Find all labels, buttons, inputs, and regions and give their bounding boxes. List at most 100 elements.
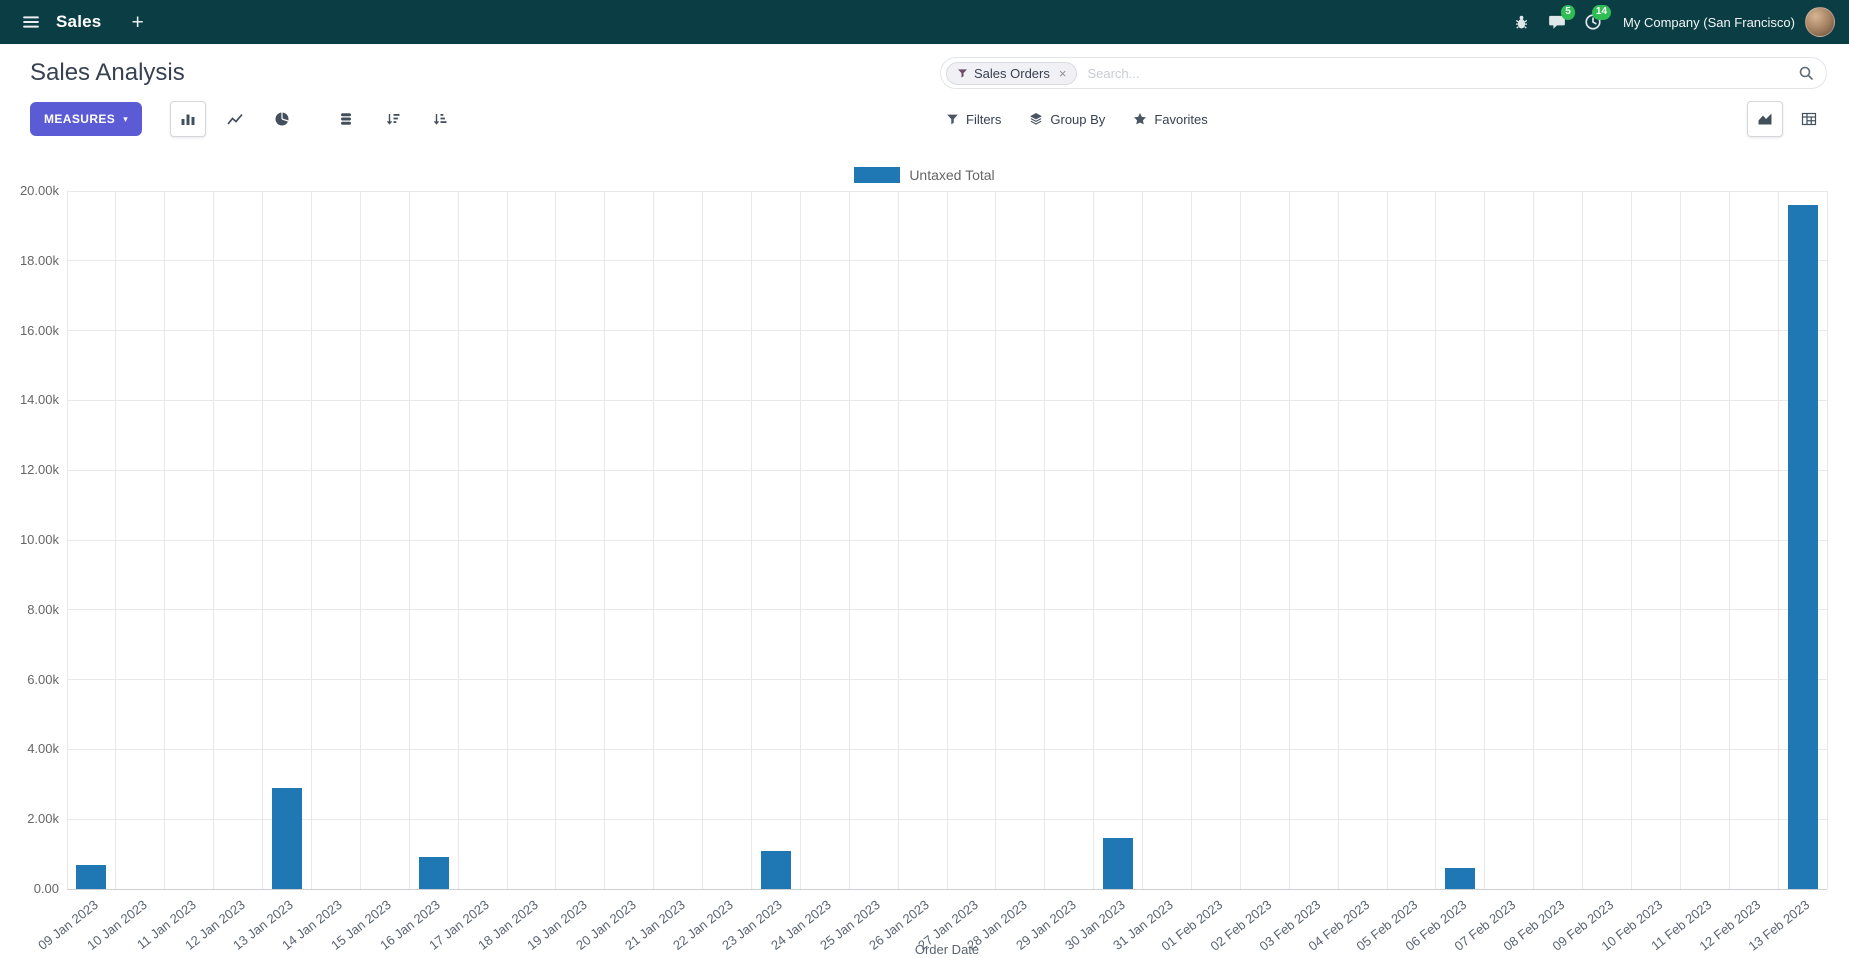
y-axis-label: 4.00k <box>27 741 59 757</box>
gridline-vertical <box>995 191 997 889</box>
bar-untaxed-total[interactable] <box>76 864 107 889</box>
page-title: Sales Analysis <box>30 59 185 86</box>
gridline-vertical <box>1288 191 1290 889</box>
bar-untaxed-total[interactable] <box>1787 204 1818 889</box>
search-bar[interactable]: Sales Orders × <box>940 57 1827 89</box>
bar-untaxed-total[interactable] <box>1103 838 1134 889</box>
legend-label: Untaxed Total <box>909 167 995 183</box>
chart-region: Untaxed Total 0.00 2.00k 4.00k 6.00k 8.00k 10… <box>0 142 1849 958</box>
gridline-vertical <box>1826 191 1828 889</box>
gridline-vertical <box>310 191 312 889</box>
bar-untaxed-total[interactable] <box>1445 867 1476 889</box>
y-axis-label: 16.00k <box>19 322 59 338</box>
pie-chart-button[interactable] <box>264 101 300 137</box>
gridline-vertical <box>1728 191 1730 889</box>
pie-chart-icon <box>274 111 290 127</box>
gridline-vertical <box>164 191 166 889</box>
y-axis-label: 12.00k <box>19 462 59 478</box>
bar-chart-button[interactable] <box>170 101 207 137</box>
area-chart-icon <box>1757 111 1773 127</box>
gridline-vertical <box>1435 191 1437 889</box>
gridline-vertical <box>555 191 557 889</box>
y-axis-label: 20.00k <box>19 183 59 198</box>
y-axis-label: 10.00k <box>19 532 59 547</box>
gridline-vertical <box>1582 191 1584 889</box>
bar-untaxed-total[interactable] <box>760 850 791 889</box>
group-by-label: Group By <box>1050 111 1106 127</box>
pivot-view-button[interactable] <box>1791 101 1827 137</box>
apps-menu-button[interactable] <box>14 0 48 44</box>
gridline-vertical <box>653 191 655 889</box>
filters-label: Filters <box>966 111 1002 127</box>
search-input[interactable] <box>1077 65 1798 81</box>
y-axis-label: 6.00k <box>27 671 59 687</box>
gridline-vertical <box>1679 191 1681 889</box>
bug-icon <box>1513 14 1530 31</box>
gridline-horizontal <box>67 888 1827 890</box>
gridline-vertical <box>457 191 459 889</box>
new-window-button[interactable]: + <box>123 0 151 44</box>
caret-down-icon: ▾ <box>123 113 129 124</box>
gridline-vertical <box>1386 191 1388 889</box>
y-axis-label: 8.00k <box>27 601 59 617</box>
gridline-vertical <box>1484 191 1486 889</box>
line-chart-button[interactable] <box>217 101 253 137</box>
gridline-vertical <box>1630 191 1632 889</box>
user-avatar[interactable] <box>1805 7 1835 37</box>
search-facet-sales-orders[interactable]: Sales Orders × <box>946 61 1078 85</box>
sort-ascending-button[interactable] <box>422 101 458 137</box>
filters-dropdown[interactable]: Filters <box>946 112 1001 127</box>
bar-untaxed-total[interactable] <box>272 787 302 889</box>
company-switcher[interactable]: My Company (San Francisco) <box>1623 14 1795 30</box>
gridline-vertical <box>506 191 508 889</box>
group-by-dropdown[interactable]: Group By <box>1029 112 1105 127</box>
chart-type-switcher <box>170 101 458 137</box>
gridline-vertical <box>1777 191 1779 889</box>
activities-button[interactable]: 14 <box>1575 0 1612 44</box>
chart-legend[interactable]: Untaxed Total <box>0 167 1849 183</box>
gridline-vertical <box>1533 191 1535 889</box>
y-axis-label: 18.00k <box>19 252 59 268</box>
app-title[interactable]: Sales <box>56 12 102 31</box>
gridline-vertical <box>262 191 264 889</box>
plot-area: 0.00 2.00k 4.00k 6.00k 8.00k 10.00k 12.00k 14.0… <box>20 183 1828 954</box>
sort-descending-button[interactable] <box>375 101 411 137</box>
funnel-icon <box>946 113 959 126</box>
graph-view-button[interactable] <box>1747 101 1783 137</box>
facet-remove-button[interactable]: × <box>1058 65 1067 81</box>
gridline-vertical <box>1044 191 1046 889</box>
y-axis-label: 14.00k <box>19 392 59 408</box>
measures-button[interactable]: MEASURES ▾ <box>30 102 143 136</box>
bar-untaxed-total[interactable] <box>418 856 449 889</box>
layers-icon <box>1029 112 1043 126</box>
sort-descending-icon <box>385 111 401 127</box>
bar-chart-icon <box>180 111 196 127</box>
pivot-table-icon <box>1801 111 1817 127</box>
gridline-vertical <box>848 191 850 889</box>
messages-count-badge: 5 <box>1561 5 1576 20</box>
search-options-group: Filters Group By Favorites <box>946 96 1208 142</box>
chat-bubble-icon <box>1548 13 1566 31</box>
gridline-vertical <box>1093 191 1095 889</box>
stacked-icon <box>338 111 354 127</box>
favorites-dropdown[interactable]: Favorites <box>1133 112 1208 127</box>
gridline-vertical <box>946 191 948 889</box>
search-button[interactable] <box>1798 65 1814 81</box>
hamburger-icon <box>22 13 40 31</box>
star-icon <box>1133 112 1147 126</box>
x-axis-title: Order Date <box>914 942 980 957</box>
gridline-vertical <box>702 191 704 889</box>
gridline-vertical <box>799 191 801 889</box>
gridline-vertical <box>1239 191 1241 889</box>
magnifier-icon <box>1798 65 1814 81</box>
gridline-vertical <box>66 191 68 889</box>
gridline-vertical <box>1142 191 1144 889</box>
toolbar-left-group: MEASURES ▾ <box>30 96 458 142</box>
view-switcher <box>1747 96 1827 142</box>
debug-bug-button[interactable] <box>1504 0 1539 44</box>
legend-swatch <box>854 167 901 183</box>
messages-button[interactable]: 5 <box>1539 0 1576 44</box>
graph-toolbar: MEASURES ▾ <box>0 96 1849 142</box>
stacked-toggle-button[interactable] <box>328 101 364 137</box>
gridline-vertical <box>1190 191 1192 889</box>
